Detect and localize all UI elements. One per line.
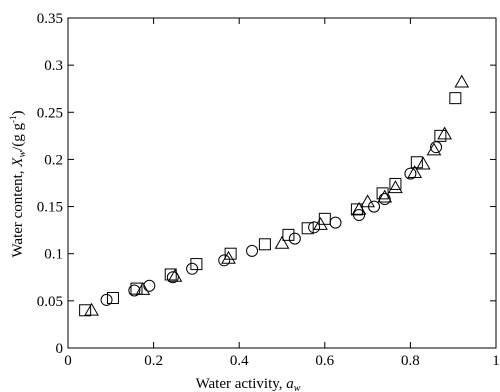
data-point-circle: [404, 167, 417, 180]
data-point-square: [434, 129, 447, 142]
data-point-triangle: [437, 126, 453, 140]
data-point-circle: [218, 254, 231, 267]
data-point-square: [410, 156, 423, 169]
x-tick-label: 0.4: [230, 353, 249, 369]
y-axis-title-unit-open: /(g g: [10, 122, 26, 150]
data-point-square: [79, 304, 92, 317]
data-point-circle: [166, 271, 179, 284]
data-point-square: [224, 247, 237, 260]
x-tick-label: 0.8: [401, 353, 420, 369]
data-point-circle: [100, 293, 113, 306]
data-point-square: [258, 238, 271, 251]
y-tick-label: 0.35: [37, 11, 63, 27]
data-point-square: [376, 187, 389, 200]
data-point-square: [106, 292, 119, 305]
x-axis-title-main: Water activity,: [196, 376, 287, 392]
y-tick-label: 0.2: [44, 152, 63, 168]
data-point-triangle: [84, 302, 99, 316]
data-point-circle: [308, 221, 321, 234]
y-axis-title-subscript: w: [17, 151, 28, 158]
data-point-circle: [128, 284, 141, 297]
y-tick-label: 0.05: [37, 294, 63, 310]
data-point-circle: [143, 279, 156, 292]
data-point-triangle: [221, 250, 236, 264]
data-point-triangle: [167, 268, 183, 282]
y-tick-label: 0.1: [44, 247, 63, 263]
data-point-triangle: [426, 142, 442, 156]
data-point-triangle: [274, 235, 290, 249]
data-point-square: [389, 177, 402, 190]
data-point-circle: [288, 232, 301, 245]
data-point-triangle: [360, 194, 375, 208]
x-axis-title: Water activity, aw: [196, 376, 301, 392]
data-point-square: [301, 222, 314, 235]
data-point-triangle: [377, 189, 393, 203]
data-point-triangle: [454, 74, 470, 88]
axis-ticks: [67, 17, 497, 349]
data-point-triangle: [415, 156, 431, 170]
x-tick-label: 0.2: [144, 353, 163, 369]
x-axis-title-variable: a: [286, 376, 294, 392]
y-axis-title: Water content, Xw/(g g-1): [8, 110, 28, 257]
data-point-square: [164, 268, 177, 281]
data-point-circle: [329, 216, 342, 229]
y-axis-title-unit-close: ): [10, 110, 26, 115]
x-axis-title-subscript: w: [294, 383, 301, 392]
y-tick-label: 0: [56, 341, 64, 357]
data-point-circle: [186, 262, 199, 275]
x-tick-label: 0.6: [315, 353, 334, 369]
data-point-triangle: [407, 165, 423, 179]
data-point-square: [318, 212, 331, 225]
y-axis-title-main: Water content,: [10, 167, 26, 258]
y-tick-label: 0.3: [44, 58, 63, 74]
y-axis-title-unit-superscript: -1: [8, 115, 18, 123]
data-point-triangle: [351, 201, 367, 215]
y-tick-label: 0.25: [37, 105, 63, 121]
data-points: [79, 74, 470, 317]
x-tick-label: 1: [492, 353, 500, 369]
y-axis-title-variable: X: [10, 157, 26, 168]
tick-labels: 0 0.2 0.4 0.6 0.8 1 0 0.05 0.1 0.15 0.2 0.25 0.3 0.35: [37, 11, 500, 369]
y-tick-label: 0.15: [37, 200, 63, 216]
data-point-circle: [246, 244, 259, 257]
data-point-triangle: [388, 180, 403, 194]
data-point-triangle: [313, 216, 328, 230]
plot-frame: [67, 17, 497, 349]
data-point-square: [282, 228, 295, 241]
data-point-triangle: [135, 282, 151, 295]
data-point-square: [449, 92, 462, 105]
data-point-square: [190, 258, 203, 271]
x-tick-label: 0: [64, 353, 72, 369]
